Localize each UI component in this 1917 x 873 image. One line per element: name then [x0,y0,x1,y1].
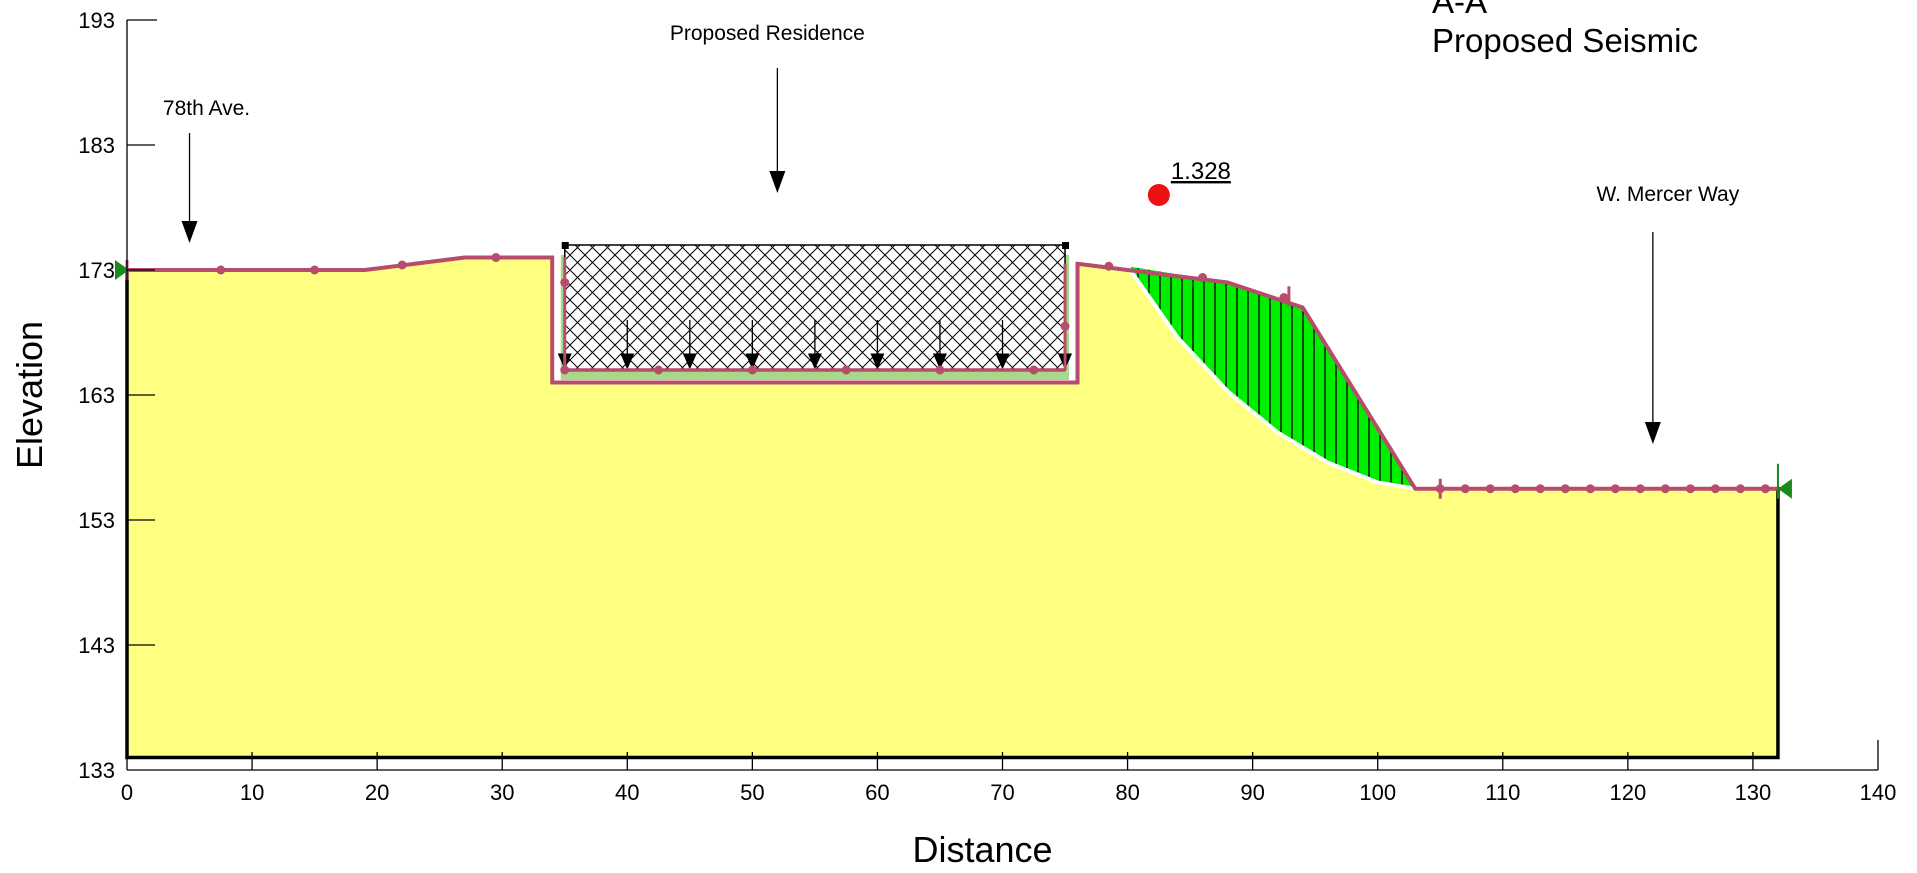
surface-marker [1198,273,1208,282]
surface-marker [1685,484,1695,494]
x-tick-label: 50 [740,780,764,805]
surface-marker [1735,484,1745,494]
load-arrow-head [620,353,635,370]
x-tick-label: 60 [865,780,889,805]
residence-corner-right [1062,242,1070,249]
load-arrow-head [932,353,947,370]
proposed-residence-structure [557,242,1073,380]
x-tick-label: 40 [615,780,639,805]
x-tick-label: 70 [990,780,1014,805]
ground-surface-line [127,255,1778,491]
surface-marker [560,278,570,287]
load-arrow-head [995,353,1010,370]
annotation-arrow-head [1644,422,1661,444]
y-tick-label: 163 [78,383,115,408]
surface-marker [310,265,320,275]
surface-marker [1610,484,1620,494]
x-tick-label: 120 [1609,780,1646,805]
critical-slip-surface [1125,265,1416,491]
surface-marker [216,265,226,275]
annotation-label: W. Mercer Way [1597,183,1740,206]
annotation-label: 78th Ave. [163,97,250,120]
factor-of-safety-label: 1.328 [1171,158,1231,185]
x-tick-label: 80 [1115,780,1139,805]
load-arrow-head [682,353,697,370]
y-tick-label: 173 [78,258,115,283]
title-line-1: A-A [1432,0,1487,20]
x-tick-label: 140 [1860,780,1897,805]
surface-marker [1029,365,1039,375]
surface-marker [747,365,757,375]
x-tick-label: 100 [1359,780,1396,805]
y-tick-label: 143 [78,633,115,658]
x-tick-label: 130 [1735,780,1772,805]
load-arrow-head [870,353,885,370]
slide-mass-fill [1127,266,1416,489]
load-arrow-head [745,353,760,370]
boundary-marker-right [1777,478,1792,499]
load-arrow-head [807,353,822,370]
annotations: 78th Ave. Proposed Residence W. Mercer Way… [163,22,1740,444]
y-tick-label: 183 [78,133,115,158]
surface-marker [491,253,501,262]
axes: 0 10 20 30 40 50 60 70 80 90 100 110 120 130 140 133 143… [9,8,1896,870]
x-axis-title: Distance [912,829,1052,870]
surface-marker [1535,484,1545,494]
surface-marker [1510,484,1520,494]
y-tick-label: 133 [78,758,115,783]
surface-marker [1104,261,1114,271]
annotation-arrow-head [181,221,198,243]
title-line-2: Proposed Seismic [1432,22,1698,59]
x-tick-label: 90 [1240,780,1264,805]
y-axis-title: Elevation [9,321,50,469]
y-tick-label: 193 [78,8,115,33]
annotation-label: Proposed Residence [670,22,865,45]
x-tick-label: 10 [240,780,264,805]
surface-marker [935,365,945,375]
residence-corner-left [561,242,569,249]
x-tick-label: 20 [365,780,389,805]
ground-surface-line [115,253,1792,499]
surface-marker [841,365,851,375]
surface-marker [1460,484,1470,494]
y-tick-label: 153 [78,508,115,533]
surface-marker [1485,484,1495,494]
x-tick-label: 30 [490,780,514,805]
surface-marker [1710,484,1720,494]
surface-marker [1060,321,1070,331]
surface-marker [1560,484,1570,494]
surface-marker [1760,484,1770,494]
surface-marker [654,365,664,375]
surface-marker [1635,484,1645,494]
boundary-marker-left [115,260,129,280]
surface-marker [397,260,407,270]
annotation-arrow-head [769,171,786,193]
fos-center-marker [1147,184,1170,206]
surface-marker [560,365,570,375]
surface-marker [1585,484,1595,494]
x-tick-label: 0 [121,780,133,805]
surface-marker [1660,484,1670,494]
x-tick-label: 110 [1485,780,1520,805]
surface-marker [1279,293,1289,302]
